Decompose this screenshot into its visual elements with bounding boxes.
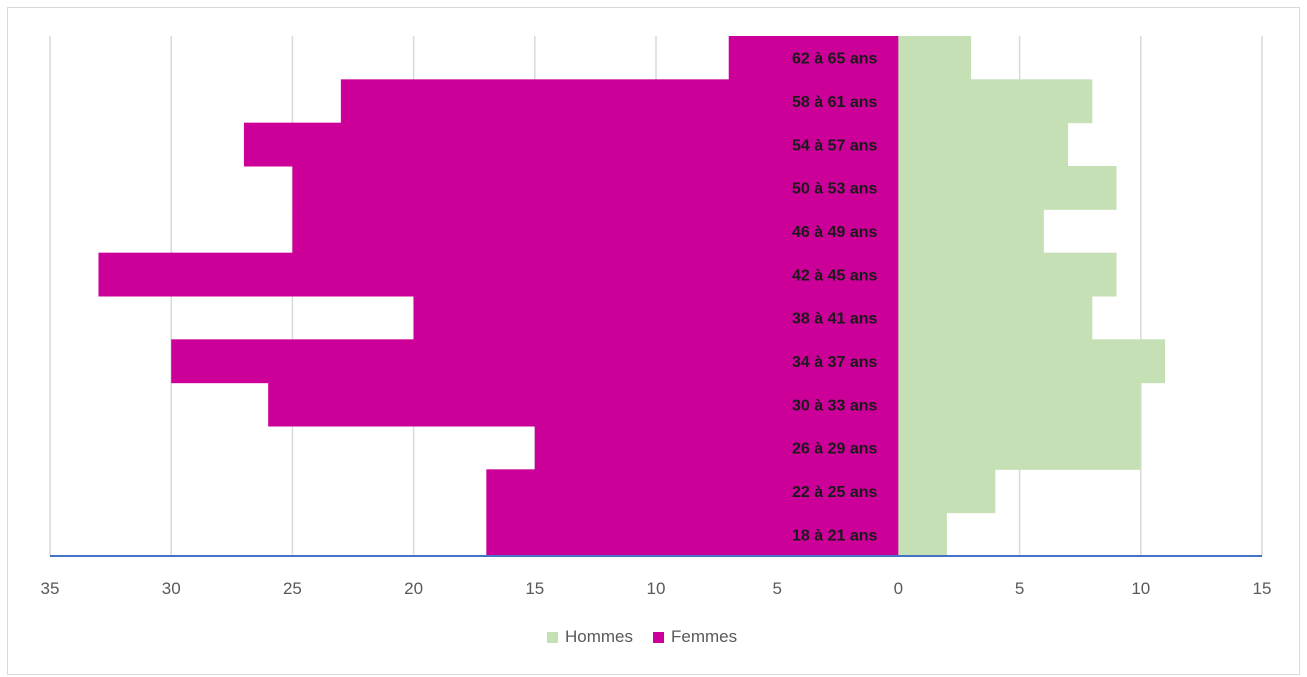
x-tick-label: 30: [162, 579, 181, 598]
bar-hommes: [898, 79, 1093, 124]
x-tick-labels: 35 30 25 20 15 10 5 0 5 10 15: [41, 579, 1272, 598]
bar-hommes: [898, 512, 947, 557]
bar-femmes: [486, 469, 899, 514]
bar-femmes: [486, 512, 899, 557]
category-label: 38 à 41 ans: [792, 311, 878, 328]
x-tick-label: 20: [404, 579, 423, 598]
x-tick-label: 10: [647, 579, 666, 598]
bars: [98, 36, 1166, 557]
category-label: 50 à 53 ans: [792, 181, 878, 198]
bar-hommes: [898, 339, 1166, 384]
legend: Hommes Femmes: [547, 627, 737, 646]
category-label: 62 à 65 ans: [792, 51, 878, 68]
category-label: 18 à 21 ans: [792, 527, 878, 544]
x-tick-label: 10: [1131, 579, 1150, 598]
bar-femmes: [728, 36, 899, 80]
x-tick-label: 15: [1253, 579, 1272, 598]
category-label: 46 à 49 ans: [792, 224, 878, 241]
bar-femmes: [292, 166, 899, 210]
legend-label: Femmes: [671, 627, 737, 646]
bar-femmes: [243, 122, 899, 167]
category-label: 34 à 37 ans: [792, 354, 878, 371]
bar-hommes: [898, 36, 972, 80]
x-tick-label: 0: [894, 579, 903, 598]
bar-hommes: [898, 426, 1141, 470]
bar-femmes: [171, 339, 899, 384]
category-label: 58 à 61 ans: [792, 94, 878, 111]
category-label: 54 à 57 ans: [792, 137, 878, 154]
category-label: 42 à 45 ans: [792, 267, 878, 284]
legend-swatch: [653, 632, 665, 643]
bar-hommes: [898, 252, 1117, 297]
bar-hommes: [898, 209, 1044, 254]
x-tick-label: 15: [525, 579, 544, 598]
legend-label: Hommes: [565, 627, 633, 646]
category-label: 26 à 29 ans: [792, 441, 878, 458]
bar-femmes: [534, 426, 899, 470]
category-label: 22 à 25 ans: [792, 484, 878, 501]
bar-femmes: [292, 209, 899, 254]
bar-hommes: [898, 122, 1069, 167]
category-label: 30 à 33 ans: [792, 397, 878, 414]
bar-femmes: [413, 296, 899, 340]
bar-hommes: [898, 296, 1093, 340]
bar-hommes: [898, 382, 1141, 427]
x-tick-label: 25: [283, 579, 302, 598]
bar-femmes: [340, 79, 899, 124]
legend-swatch: [547, 632, 558, 643]
bar-femmes: [268, 382, 899, 427]
bar-femmes: [98, 252, 899, 297]
bar-hommes: [898, 469, 996, 514]
category-labels: 18 à 21 ans 22 à 25 ans 26 à 29 ans 30 à 33…: [792, 51, 878, 545]
x-tick-label: 5: [1015, 579, 1024, 598]
x-tick-label: 35: [41, 579, 60, 598]
bar-hommes: [898, 166, 1117, 210]
x-tick-label: 5: [772, 579, 781, 598]
